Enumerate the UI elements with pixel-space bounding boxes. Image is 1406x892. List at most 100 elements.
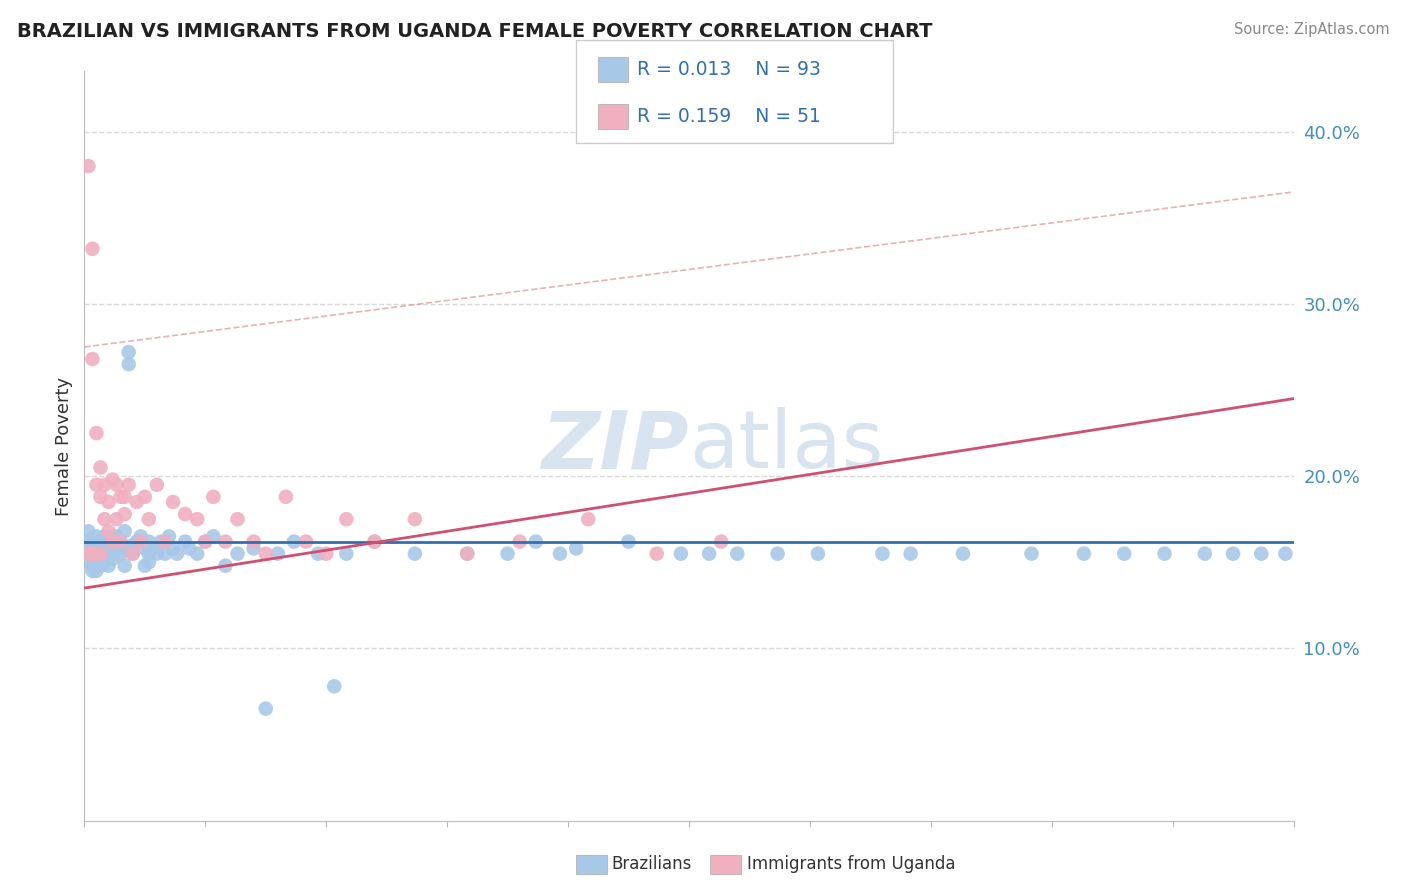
Point [82, 541, 104, 556]
Point [129, 534, 152, 549]
Point [524, 534, 547, 549]
Text: Brazilians: Brazilians [612, 855, 692, 873]
Point [118, 345, 141, 359]
Point [242, 541, 264, 556]
Point [162, 495, 184, 509]
Point [179, 541, 201, 556]
Point [1274, 547, 1296, 561]
Point [89, 547, 111, 561]
Point [1073, 547, 1095, 561]
Point [86, 529, 108, 543]
Point [194, 534, 217, 549]
Point [138, 555, 160, 569]
Point [82, 558, 104, 573]
Point [86, 426, 108, 441]
Point [548, 547, 571, 561]
Point [118, 357, 141, 371]
Point [110, 534, 132, 549]
Point [82, 564, 104, 578]
Point [89, 460, 111, 475]
Point [1021, 547, 1043, 561]
Point [97, 558, 120, 573]
Text: R = 0.013    N = 93: R = 0.013 N = 93 [637, 60, 821, 79]
Point [89, 490, 111, 504]
Point [118, 477, 141, 491]
Point [82, 547, 104, 561]
Point [315, 547, 337, 561]
Point [93, 547, 115, 561]
Point [456, 547, 478, 561]
Point [86, 564, 108, 578]
Point [121, 547, 143, 561]
Text: BRAZILIAN VS IMMIGRANTS FROM UGANDA FEMALE POVERTY CORRELATION CHART: BRAZILIAN VS IMMIGRANTS FROM UGANDA FEMA… [17, 22, 932, 41]
Point [149, 534, 172, 549]
Point [77, 555, 100, 569]
Point [93, 529, 115, 543]
Point [86, 547, 108, 561]
Point [101, 538, 124, 552]
Point [186, 512, 208, 526]
Point [952, 547, 974, 561]
Point [146, 477, 169, 491]
Point [97, 547, 120, 561]
Point [146, 547, 169, 561]
Point [725, 547, 748, 561]
Point [496, 547, 519, 561]
Point [110, 547, 132, 561]
Point [565, 541, 588, 556]
Point [89, 534, 111, 549]
Point [121, 547, 143, 561]
Point [669, 547, 692, 561]
Point [89, 547, 111, 561]
Point [509, 534, 531, 549]
Point [89, 541, 111, 556]
Point [82, 351, 104, 366]
Point [214, 534, 236, 549]
Point [807, 547, 830, 561]
Point [226, 547, 249, 561]
Point [766, 547, 789, 561]
Point [89, 558, 111, 573]
Point [134, 541, 156, 556]
Point [166, 547, 188, 561]
Point [105, 477, 128, 491]
Text: Source: ZipAtlas.com: Source: ZipAtlas.com [1233, 22, 1389, 37]
Point [1250, 547, 1272, 561]
Point [77, 159, 100, 173]
Point [323, 679, 346, 693]
Point [335, 512, 357, 526]
Point [872, 547, 894, 561]
Point [93, 512, 115, 526]
Point [134, 558, 156, 573]
Point [214, 558, 236, 573]
Point [307, 547, 329, 561]
Text: atlas: atlas [689, 407, 883, 485]
Point [254, 701, 277, 715]
Point [97, 534, 120, 549]
Point [105, 512, 128, 526]
Point [86, 538, 108, 552]
Point [93, 541, 115, 556]
Point [1222, 547, 1244, 561]
Point [110, 534, 132, 549]
Point [101, 534, 124, 549]
Point [174, 534, 197, 549]
Point [274, 490, 297, 504]
Point [1153, 547, 1175, 561]
Point [162, 541, 184, 556]
Point [101, 551, 124, 566]
Point [134, 490, 156, 504]
Point [194, 534, 217, 549]
Point [267, 547, 290, 561]
Point [129, 529, 152, 543]
Point [138, 547, 160, 561]
Point [576, 512, 599, 526]
Point [142, 541, 165, 556]
Point [900, 547, 922, 561]
Point [404, 512, 426, 526]
Point [697, 547, 720, 561]
Point [295, 534, 318, 549]
Point [226, 512, 249, 526]
Point [138, 512, 160, 526]
Point [114, 490, 136, 504]
